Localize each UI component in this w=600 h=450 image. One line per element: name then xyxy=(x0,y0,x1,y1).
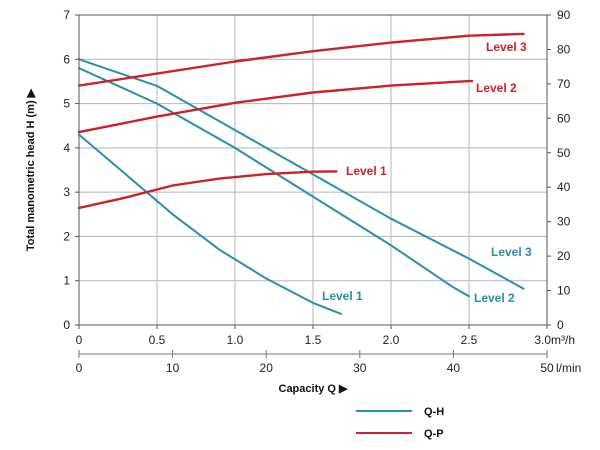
secondary-tick-label: 0 xyxy=(76,361,83,375)
left-tick-label: 5 xyxy=(63,97,70,111)
series-annotations: Level 3 Level 2 Level 1 Level 3 Level 2 … xyxy=(322,40,532,305)
secondary-tick-label: 30 xyxy=(353,361,367,375)
y-axis-label: Total manometric head H (m) ▶ xyxy=(25,88,37,251)
right-tick-label: 90 xyxy=(557,8,571,22)
bottom-axis-ticks: 0 0.5 1.0 1.5 2.0 2.5 3.0 xyxy=(76,325,551,347)
right-tick-label: 0 xyxy=(557,318,564,332)
right-tick-label: 20 xyxy=(557,249,571,263)
secondary-tick-label: 50 xyxy=(540,361,554,375)
left-tick-label: 7 xyxy=(63,8,70,22)
left-tick-label: 1 xyxy=(63,274,70,288)
qh-level-1-line xyxy=(78,133,343,315)
right-tick-label: 60 xyxy=(557,111,571,125)
legend-label-qp: Q-P xyxy=(424,428,444,440)
qh-level-2-line xyxy=(78,67,470,298)
annotation-qp-level-2: Level 2 xyxy=(476,81,517,95)
left-tick-label: 4 xyxy=(63,141,70,155)
left-axis-ticks: 0 1 2 3 4 5 6 7 xyxy=(63,8,79,332)
qp-level-1-line xyxy=(77,170,338,210)
right-tick-label: 50 xyxy=(557,146,571,160)
bottom-tick-label: 2.0 xyxy=(383,333,400,347)
bottom-tick-label: 2.5 xyxy=(461,333,478,347)
legend: Q-H Q-P xyxy=(356,406,444,440)
left-tick-label: 0 xyxy=(63,318,70,332)
right-tick-label: 40 xyxy=(557,180,571,194)
right-tick-label: 70 xyxy=(557,77,571,91)
qp-level-3-line xyxy=(77,32,525,87)
bottom-tick-label: 1.0 xyxy=(227,333,244,347)
left-tick-label: 3 xyxy=(63,185,70,199)
annotation-qh-level-3: Level 3 xyxy=(491,245,532,259)
bottom-tick-label: 1.5 xyxy=(305,333,322,347)
bottom-tick-label: 0 xyxy=(76,333,83,347)
x-axis-label: Capacity Q ▶ xyxy=(279,383,349,395)
secondary-tick-label: 10 xyxy=(166,361,180,375)
annotation-qp-level-1: Level 1 xyxy=(346,164,387,178)
right-tick-label: 80 xyxy=(557,42,571,56)
left-tick-label: 2 xyxy=(63,229,70,243)
chart-series xyxy=(77,32,525,315)
chart-grid xyxy=(79,15,547,325)
x-unit-m3h: m³/h xyxy=(551,333,575,347)
qp-level-2-line xyxy=(77,79,474,134)
annotation-qp-level-3: Level 3 xyxy=(486,40,527,54)
bottom-tick-label: 3.0 xyxy=(534,333,551,347)
left-tick-label: 6 xyxy=(63,52,70,66)
secondary-tick-label: 20 xyxy=(260,361,274,375)
annotation-qh-level-2: Level 2 xyxy=(474,291,515,305)
secondary-tick-label: 40 xyxy=(447,361,461,375)
right-tick-label: 30 xyxy=(557,215,571,229)
x-unit-lmin: l/min xyxy=(556,361,581,375)
bottom-tick-label: 0.5 xyxy=(149,333,166,347)
secondary-axis-ticks: 0 10 20 30 40 50 xyxy=(76,350,554,375)
qh-level-3-line xyxy=(78,58,525,290)
annotation-qh-level-1: Level 1 xyxy=(322,289,363,303)
right-axis-ticks: 0 10 20 30 40 50 60 70 80 90 xyxy=(547,8,571,332)
right-tick-label: 10 xyxy=(557,284,571,298)
legend-label-qh: Q-H xyxy=(424,406,444,418)
